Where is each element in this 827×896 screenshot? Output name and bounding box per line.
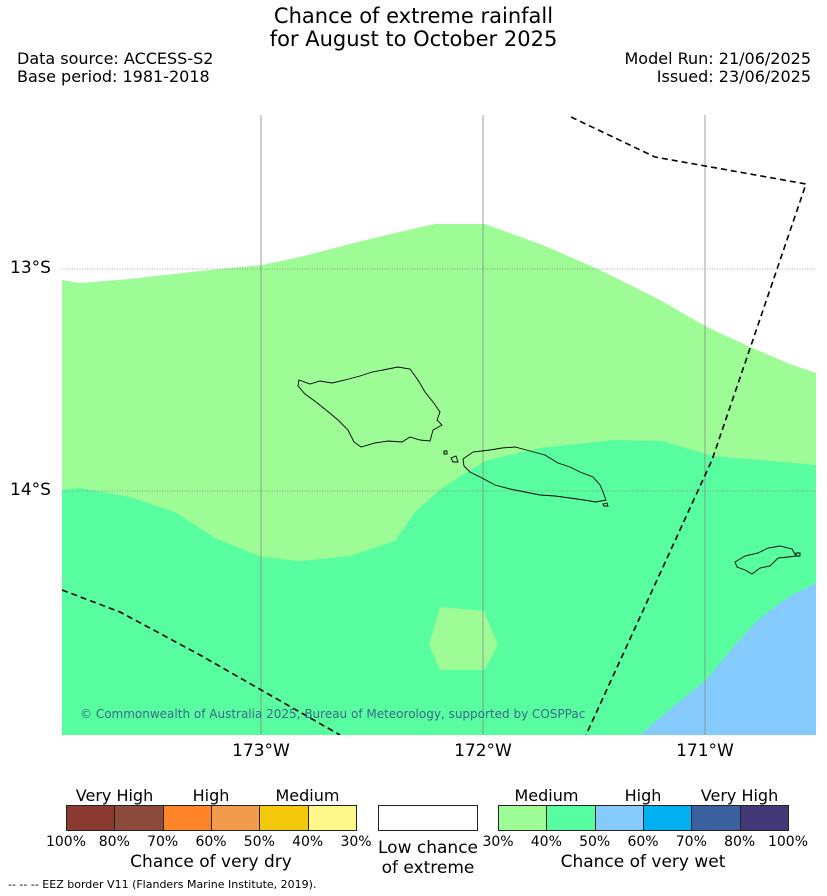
dry-swatch-3	[211, 805, 261, 831]
map-title-line2: for August to October 2025	[269, 27, 558, 51]
data-source: Data source: ACCESS-S2	[17, 49, 214, 68]
dry-swatch-5	[307, 805, 357, 831]
eez-border-southwest	[62, 589, 341, 735]
wet-category-medium: Medium	[514, 786, 579, 805]
dry-swatch-0	[66, 805, 116, 831]
dry-percent-tick: 30%	[340, 834, 372, 850]
island-savaii	[297, 366, 443, 448]
graticule	[62, 115, 816, 735]
island-upolu	[462, 446, 607, 503]
wet-swatch-3	[643, 805, 693, 831]
lon-label-172w: 172°W	[454, 741, 512, 761]
islands	[297, 366, 801, 575]
wet-swatch-0	[498, 805, 548, 831]
low-chance-label-line2: of extreme	[381, 858, 475, 878]
eez-borders	[62, 116, 808, 735]
dry-percent-tick: 80%	[98, 834, 130, 850]
lat-label-13s: 13°S	[10, 258, 51, 278]
wet-swatch-5	[739, 805, 789, 831]
island-manono	[450, 455, 459, 463]
region-medium-40-50	[62, 440, 816, 735]
eez-border-east	[570, 116, 808, 735]
wet-category-very-high: Very High	[700, 786, 779, 805]
wet-percent-tick: 60%	[627, 834, 659, 850]
dry-percent-tick: 40%	[292, 834, 324, 850]
base-period: Base period: 1981-2018	[17, 67, 210, 86]
dry-percent-tick: 100%	[45, 834, 87, 850]
dry-category-high: High	[192, 786, 230, 805]
wet-legend-title: Chance of very wet	[560, 852, 726, 872]
lon-label-171w: 171°W	[676, 741, 734, 761]
wet-category-high: High	[624, 786, 662, 805]
map-title-line1: Chance of extreme rainfall	[273, 4, 554, 28]
island-apolima	[443, 450, 448, 455]
dry-category-medium: Medium	[275, 786, 340, 805]
region-medium-30-40-patch	[429, 607, 498, 670]
island-tutuila	[734, 545, 797, 575]
wet-percent-tick: 100%	[767, 834, 809, 850]
dry-percent-tick: 60%	[195, 834, 227, 850]
island-nuutele	[602, 502, 609, 507]
dry-swatch-1	[114, 805, 164, 831]
dry-swatch-4	[259, 805, 309, 831]
eez-footnote: -- -- -- EEZ border V11 (Flanders Marine…	[8, 878, 317, 891]
dry-category-very-high: Very High	[75, 786, 154, 805]
wet-swatch-4	[691, 805, 741, 831]
copyright-notice: © Commonwealth of Australia 2025, Bureau…	[80, 707, 586, 721]
dry-legend-title: Chance of very dry	[130, 852, 292, 872]
dry-percent-tick: 70%	[147, 834, 179, 850]
lon-label-173w: 173°W	[232, 741, 290, 761]
lat-label-14s: 14°S	[10, 480, 51, 500]
dry-swatch-2	[162, 805, 212, 831]
wet-swatch-2	[594, 805, 644, 831]
wet-percent-tick: 50%	[579, 834, 611, 850]
issued-date: Issued: 23/06/2025	[656, 67, 811, 86]
island-aunuu	[795, 552, 801, 557]
wet-percent-tick: 30%	[482, 834, 514, 850]
low-chance-swatch	[378, 805, 478, 831]
model-run: Model Run: 21/06/2025	[624, 49, 812, 68]
wet-percent-tick: 40%	[530, 834, 562, 850]
dry-percent-tick: 50%	[243, 834, 275, 850]
region-high-50-60	[640, 583, 816, 735]
map-area	[62, 115, 816, 735]
wet-percent-tick: 70%	[675, 834, 707, 850]
wet-swatch-1	[546, 805, 596, 831]
low-chance-label-line1: Low chance	[378, 838, 478, 858]
wet-percent-tick: 80%	[724, 834, 756, 850]
